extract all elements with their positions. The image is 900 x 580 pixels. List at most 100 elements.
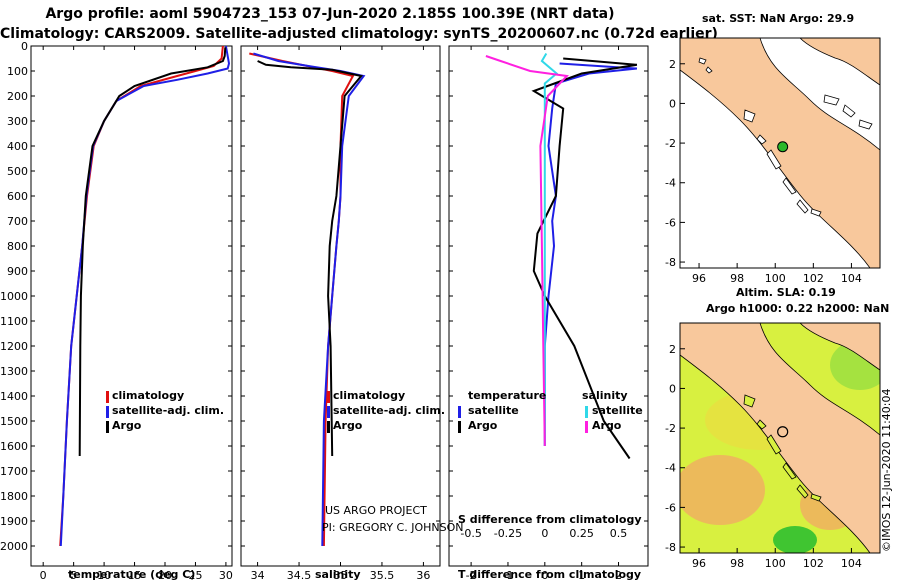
x-tick-label: 35.5: [370, 569, 395, 580]
map-y-tick-label: -2: [665, 137, 676, 150]
sla-map-title-1: Altim. SLA: 0.19: [736, 286, 836, 299]
temperature-plot-frame: [30, 45, 233, 567]
depth-tick-label: 1300: [0, 365, 28, 378]
x-tick-label: 2: [615, 569, 622, 580]
legend-temperature-title: temperature: [468, 389, 546, 402]
depth-tick-label: 1600: [0, 440, 28, 453]
sla-map: 96 98 100 102 104 2 0 -2 -4 -6 -8: [665, 322, 881, 570]
legend-satellite: satellite-adj. clim.: [112, 404, 224, 417]
legend-s-argo-swatch: [585, 421, 588, 433]
sla-anomaly-orange: [680, 455, 765, 525]
map-y-tick-label: 0: [669, 382, 676, 395]
mentawai-islands: [743, 394, 822, 502]
map-y-tick-label: -8: [665, 256, 676, 269]
title-line-1: Argo profile: aoml 5904723_153 07-Jun-20…: [45, 6, 615, 22]
x-tick-label: 25: [188, 569, 202, 580]
x2-tick-label: 0.5: [610, 527, 628, 540]
legend-satellite-swatch: [327, 406, 330, 418]
legend-salinity-title: salinity: [582, 389, 628, 402]
salinity-legend: climatology satellite-adj. clim. Argo: [327, 389, 445, 433]
depth-tick-label: 900: [7, 265, 28, 278]
legend-climatology-swatch: [106, 391, 109, 403]
map-x-tick-label: 104: [841, 557, 862, 570]
map-y-tick-label: 2: [669, 58, 676, 71]
depth-tick-label: 800: [7, 240, 28, 253]
sla-anomaly-green: [773, 526, 817, 553]
difference-legend: temperature satellite Argo salinity sate…: [458, 389, 643, 433]
series-line-satellite-adj-clim-: [59, 45, 231, 547]
map-x-tick-label: 96: [692, 272, 706, 285]
x2-tick-label: -0.5: [460, 527, 481, 540]
difference-xlabel-2: S difference from climatology: [458, 513, 642, 526]
malay-land: [799, 38, 880, 86]
legend-t-argo-swatch: [458, 421, 461, 433]
salinity-xlabel: salinity: [315, 568, 361, 580]
depth-tick-label: 1700: [0, 465, 28, 478]
map-y-tick-label: -4: [665, 462, 676, 475]
depth-axis: 0 100 200 300 400 500 600 700 800 900 1000 1100 1200…: [0, 40, 28, 553]
depth-tick-label: 700: [7, 215, 28, 228]
temperature-plot: 0 5 10 15 20 25 30: [31, 45, 233, 580]
depth-tick-label: 1500: [0, 415, 28, 428]
legend-t-satellite-swatch: [458, 406, 461, 418]
x-tick-label: 34: [251, 569, 265, 580]
legend-satellite: satellite-adj. clim.: [333, 404, 445, 417]
series-line-t-argo: [531, 57, 638, 460]
map-y-tick-label: -4: [665, 177, 676, 190]
sumatra-land: [680, 38, 880, 268]
x-tick-label: 34.5: [287, 569, 312, 580]
map-y-tick-label: -6: [665, 501, 676, 514]
depth-tick-label: 300: [7, 115, 28, 128]
x-tick-label: 15: [128, 569, 142, 580]
series-line-argo: [78, 47, 227, 457]
salinity-plot: 34 34.5 35 35.5 36: [241, 45, 440, 580]
sumatra-land: [680, 323, 880, 553]
map-x-tick-label: 98: [730, 272, 744, 285]
map-x-tick-label: 96: [692, 557, 706, 570]
difference-plot: -2 -1 0 1 2 -0.5 -0.25 0 0.25 0.5: [449, 45, 648, 580]
x-tick-label: 5: [70, 569, 77, 580]
depth-tick-label: 100: [7, 65, 28, 78]
x-tick-label: 30: [219, 569, 233, 580]
depth-tick-label: 200: [7, 90, 28, 103]
legend-s-argo: Argo: [592, 419, 622, 432]
legend-argo-swatch: [106, 421, 109, 433]
legend-satellite-swatch: [106, 406, 109, 418]
mentawai-islands: [743, 109, 822, 217]
legend-t-satellite: satellite: [468, 404, 519, 417]
map-x-tick-label: 102: [803, 272, 824, 285]
x-tick-label: 1: [578, 569, 585, 580]
x-tick-label: -2: [466, 569, 477, 580]
pi-annotation: PI: GREGORY C. JOHNSON: [322, 521, 463, 534]
depth-tick-label: 600: [7, 190, 28, 203]
title-line-2: Climatology: CARS2009. Satellite-adjuste…: [0, 26, 718, 42]
depth-tick-label: 1400: [0, 390, 28, 403]
x-tick-label: 36: [416, 569, 430, 580]
x-tick-label: 0: [40, 569, 47, 580]
sst-map-title: sat. SST: NaN Argo: 29.9: [702, 12, 855, 25]
x2-tick-label: 0.25: [569, 527, 594, 540]
difference-plot-frame: [448, 45, 649, 567]
map-x-tick-label: 104: [841, 272, 862, 285]
depth-tick-label: 1000: [0, 290, 28, 303]
imos-credit: ©IMOS 12-Jun-2020 11:40:04: [880, 388, 893, 552]
x-tick-label: -1: [502, 569, 513, 580]
legend-argo: Argo: [333, 419, 363, 432]
depth-tick-label: 0: [21, 40, 28, 53]
temperature-legend: climatology satellite-adj. clim. Argo: [106, 389, 224, 433]
depth-tick-label: 1900: [0, 515, 28, 528]
legend-t-argo: Argo: [468, 419, 498, 432]
legend-climatology-swatch: [327, 391, 330, 403]
legend-climatology: climatology: [333, 389, 405, 402]
float-marker-sst: [777, 141, 789, 153]
depth-tick-label: 2000: [0, 540, 28, 553]
depth-tick-label: 1200: [0, 340, 28, 353]
map-y-tick-label: -6: [665, 216, 676, 229]
sst-map-frame: [679, 37, 881, 269]
legend-argo: Argo: [112, 419, 142, 432]
sst-map: 96 98 100 102 104 2 0 -2 -4 -6 -8: [665, 37, 881, 285]
temperature-xlabel: temperature (deg C): [68, 568, 195, 580]
float-marker-sla: [777, 426, 789, 438]
series-line-climatology: [249, 52, 355, 547]
legend-argo-swatch: [327, 421, 330, 433]
